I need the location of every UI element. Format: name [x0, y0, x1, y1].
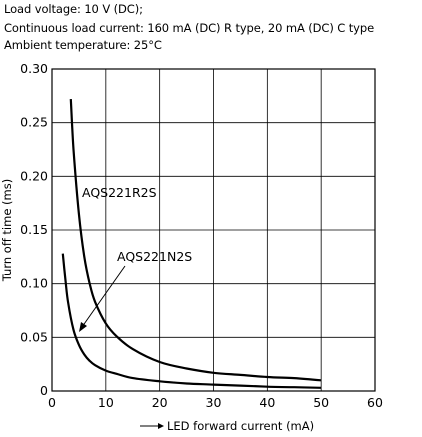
condition-ambient-temperature: Ambient temperature: 25°C [4, 38, 162, 52]
curve-label-aqs221n2s: AQS221N2S [117, 249, 192, 264]
curves [61, 99, 322, 389]
y-tick-label: 0.20 [20, 168, 48, 183]
curve-label-leader-arrowhead [79, 322, 87, 332]
x-tick-label: 30 [206, 395, 222, 410]
y-tick-label: 0.10 [20, 276, 48, 291]
series-line-aqs221n2s [61, 253, 322, 389]
condition-load-voltage: Load voltage: 10 V (DC); [4, 2, 143, 16]
curve-label-leader [81, 265, 126, 328]
y-axis-title: Turn off time (ms) [0, 179, 14, 282]
y-tick-label: 0.25 [20, 115, 48, 130]
x-tick-label: 0 [48, 395, 56, 410]
x-tick-label: 10 [98, 395, 114, 410]
y-tick-label: 0.05 [20, 329, 48, 344]
x-tick-label: 50 [313, 395, 329, 410]
condition-load-current: Continuous load current: 160 mA (DC) R t… [4, 21, 375, 35]
curve-label-aqs221r2s: AQS221R2S [82, 185, 157, 200]
x-axis-arrow-head [158, 423, 164, 429]
plot-frame [51, 68, 376, 392]
y-tick-labels: 0 0.05 0.10 0.15 0.20 0.25 0.30 [20, 61, 48, 398]
x-tick-label: 60 [367, 395, 383, 410]
x-tick-labels: 0 10 20 30 40 50 60 [48, 395, 383, 410]
x-tick-label: 40 [259, 395, 275, 410]
x-axis-title: LED forward current (mA) [167, 419, 314, 433]
y-tick-label: 0.15 [20, 222, 48, 237]
y-tick-label: 0.30 [20, 61, 48, 76]
series-line-aqs221r2s [69, 99, 322, 382]
y-tick-label: 0 [40, 383, 48, 398]
grid [52, 69, 375, 391]
x-tick-label: 20 [152, 395, 168, 410]
